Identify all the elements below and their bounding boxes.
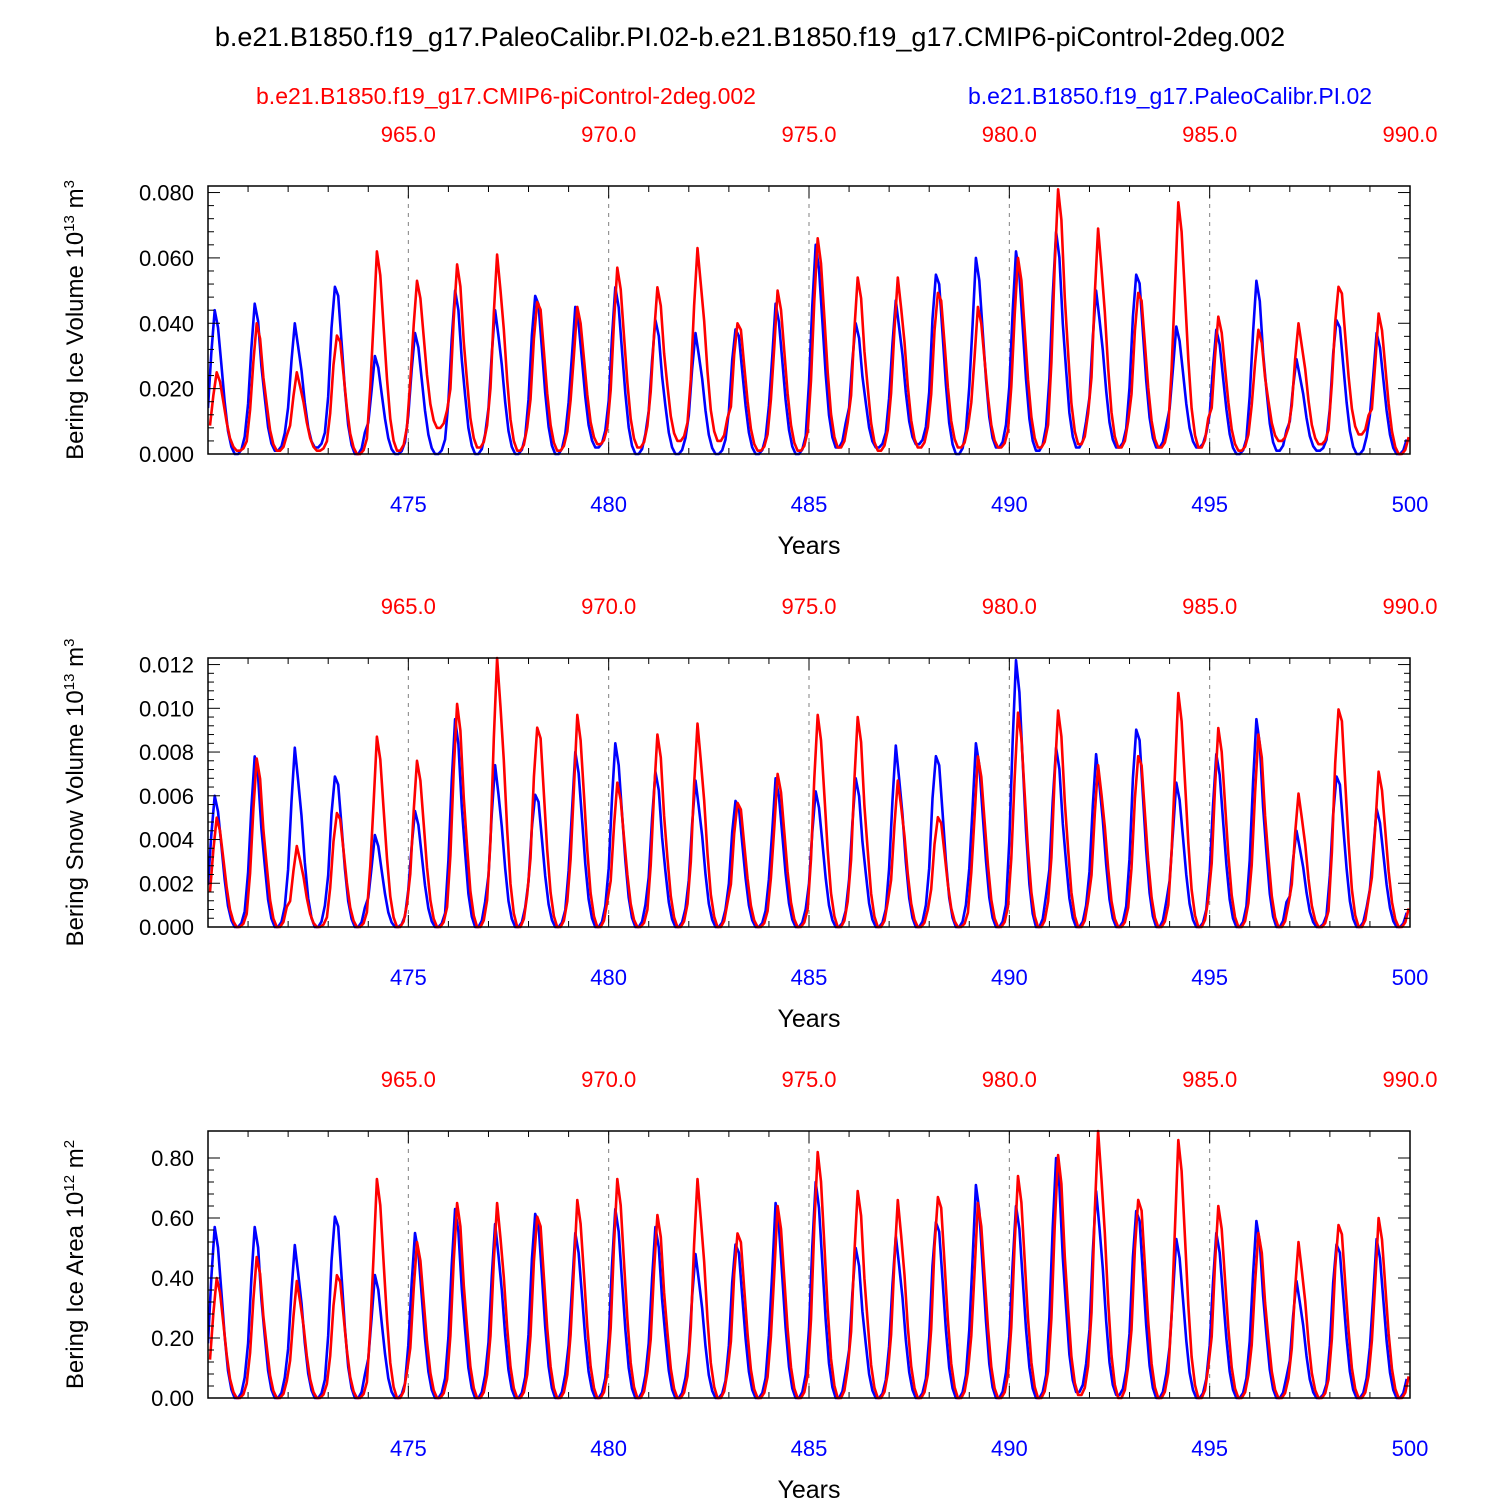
panel-snow-volume: 0.000 0.002 0.004 0.006 0.008 0.010 0.012 475 48… — [61, 594, 1438, 1033]
y-tick-label: 0.008 — [139, 740, 194, 765]
x-tick-label-bottom: 480 — [590, 492, 627, 517]
y-axis-label: Bering Ice Volume 1013 m3 — [61, 180, 89, 460]
y-tick-label: 0.60 — [151, 1206, 194, 1231]
x-tick-label-top: 985.0 — [1182, 1067, 1237, 1092]
panel-ice-volume: 0.000 0.020 0.040 0.060 0.080 475 480 485 490 495… — [61, 122, 1438, 560]
x-tick-label-top: 985.0 — [1182, 122, 1237, 147]
y-tick-label: 0.20 — [151, 1326, 194, 1351]
x-tick-label-bottom: 475 — [390, 1436, 427, 1461]
x-tick-label-bottom: 490 — [991, 965, 1028, 990]
y-tick-label: 0.040 — [139, 311, 194, 336]
y-tick-label: 0.020 — [139, 377, 194, 402]
x-tick-label-bottom: 500 — [1392, 1436, 1429, 1461]
x-tick-label-top: 975.0 — [781, 1067, 836, 1092]
y-tick-label: 0.010 — [139, 696, 194, 721]
x-tick-label-top: 965.0 — [381, 1067, 436, 1092]
y-tick-label: 0.000 — [139, 442, 194, 467]
series-line-control — [208, 188, 1410, 456]
y-axis-label: Bering Ice Area 1012 m2 — [61, 1140, 89, 1389]
x-tick-label-bottom: 475 — [390, 965, 427, 990]
x-tick-label-bottom: 495 — [1191, 965, 1228, 990]
x-tick-label-top: 975.0 — [781, 122, 836, 147]
x-tick-label-bottom: 495 — [1191, 492, 1228, 517]
x-tick-label-bottom: 490 — [991, 1436, 1028, 1461]
x-tick-label-top: 965.0 — [381, 594, 436, 619]
y-tick-label: 0.004 — [139, 828, 194, 853]
y-tick-label: 0.40 — [151, 1266, 194, 1291]
x-tick-label-bottom: 480 — [590, 1436, 627, 1461]
x-tick-label-bottom: 485 — [791, 965, 828, 990]
x-tick-label-bottom: 485 — [791, 492, 828, 517]
x-tick-label-bottom: 495 — [1191, 1436, 1228, 1461]
x-tick-label-bottom: 480 — [590, 965, 627, 990]
x-tick-label-top: 980.0 — [982, 594, 1037, 619]
series-line-paleo — [208, 658, 1408, 929]
x-axis-label: Years — [777, 1005, 840, 1033]
y-tick-label: 0.80 — [151, 1146, 194, 1171]
x-tick-label-top: 990.0 — [1382, 594, 1437, 619]
x-tick-label-top: 990.0 — [1382, 122, 1437, 147]
y-tick-label: 0.012 — [139, 653, 194, 678]
x-tick-label-top: 970.0 — [581, 1067, 636, 1092]
y-tick-label: 0.00 — [151, 1386, 194, 1411]
legend-control-label: b.e21.B1850.f19_g17.CMIP6-piControl-2deg… — [256, 83, 756, 109]
x-tick-label-top: 970.0 — [581, 594, 636, 619]
y-tick-label: 0.000 — [139, 915, 194, 940]
x-axis-label: Years — [777, 532, 840, 560]
x-tick-label-bottom: 475 — [390, 492, 427, 517]
panel-ice-area: 0.00 0.20 0.40 0.60 0.80 475 480 485 490 495 500 96… — [61, 1067, 1438, 1500]
legend-paleo-label: b.e21.B1850.f19_g17.PaleoCalibr.PI.02 — [968, 83, 1372, 109]
x-tick-label-top: 970.0 — [581, 122, 636, 147]
x-tick-label-bottom: 500 — [1392, 965, 1429, 990]
x-tick-label-top: 990.0 — [1382, 1067, 1437, 1092]
x-tick-label-top: 985.0 — [1182, 594, 1237, 619]
series-line-control — [208, 1129, 1410, 1400]
y-tick-label: 0.060 — [139, 246, 194, 271]
x-tick-label-top: 980.0 — [982, 122, 1037, 147]
figure-title: b.e21.B1850.f19_g17.PaleoCalibr.PI.02-b.… — [215, 22, 1285, 52]
x-tick-label-bottom: 490 — [991, 492, 1028, 517]
y-tick-label: 0.080 — [139, 181, 194, 206]
x-tick-label-bottom: 485 — [791, 1436, 828, 1461]
x-tick-label-bottom: 500 — [1392, 492, 1429, 517]
x-tick-label-top: 965.0 — [381, 122, 436, 147]
y-tick-label: 0.006 — [139, 784, 194, 809]
x-tick-label-top: 975.0 — [781, 594, 836, 619]
x-tick-label-top: 980.0 — [982, 1067, 1037, 1092]
y-tick-label: 0.002 — [139, 871, 194, 896]
series-line-control — [208, 656, 1410, 929]
x-axis-label: Years — [777, 1476, 840, 1500]
y-axis-label: Bering Snow Volume 1013 m3 — [61, 639, 89, 947]
